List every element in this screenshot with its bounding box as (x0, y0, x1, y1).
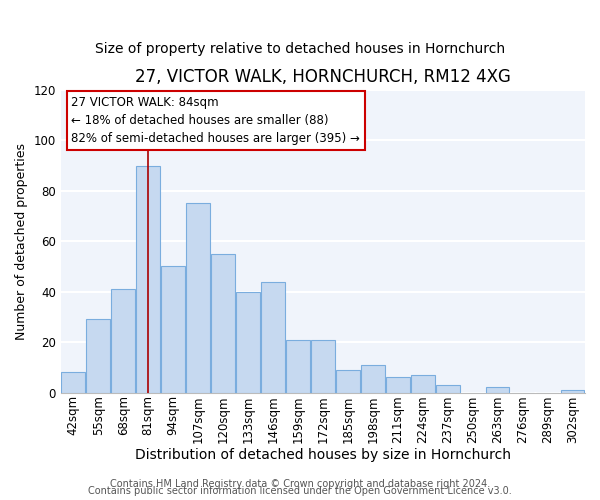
Bar (136, 166, 160, 392)
Text: 27 VICTOR WALK: 84sqm
← 18% of detached houses are smaller (88)
82% of semi-deta: 27 VICTOR WALK: 84sqm ← 18% of detached … (71, 96, 360, 145)
Bar (236, 292, 260, 392)
Bar (211, 254, 235, 392)
Bar (336, 370, 360, 392)
Bar (560, 390, 584, 392)
Bar (86, 320, 110, 392)
Bar (286, 340, 310, 392)
Bar (411, 375, 434, 392)
Bar (486, 388, 509, 392)
Bar (386, 378, 410, 392)
Bar (261, 282, 285, 393)
Y-axis label: Number of detached properties: Number of detached properties (15, 142, 28, 340)
Bar (112, 289, 135, 393)
Bar (61, 372, 85, 392)
Bar (361, 365, 385, 392)
Bar (161, 266, 185, 392)
Bar (436, 385, 460, 392)
Bar (311, 340, 335, 392)
Text: Contains HM Land Registry data © Crown copyright and database right 2024.: Contains HM Land Registry data © Crown c… (110, 479, 490, 489)
Bar (186, 204, 210, 392)
X-axis label: Distribution of detached houses by size in Hornchurch: Distribution of detached houses by size … (135, 448, 511, 462)
Text: Contains public sector information licensed under the Open Government Licence v3: Contains public sector information licen… (88, 486, 512, 496)
Text: Size of property relative to detached houses in Hornchurch: Size of property relative to detached ho… (95, 42, 505, 56)
Title: 27, VICTOR WALK, HORNCHURCH, RM12 4XG: 27, VICTOR WALK, HORNCHURCH, RM12 4XG (135, 68, 511, 86)
